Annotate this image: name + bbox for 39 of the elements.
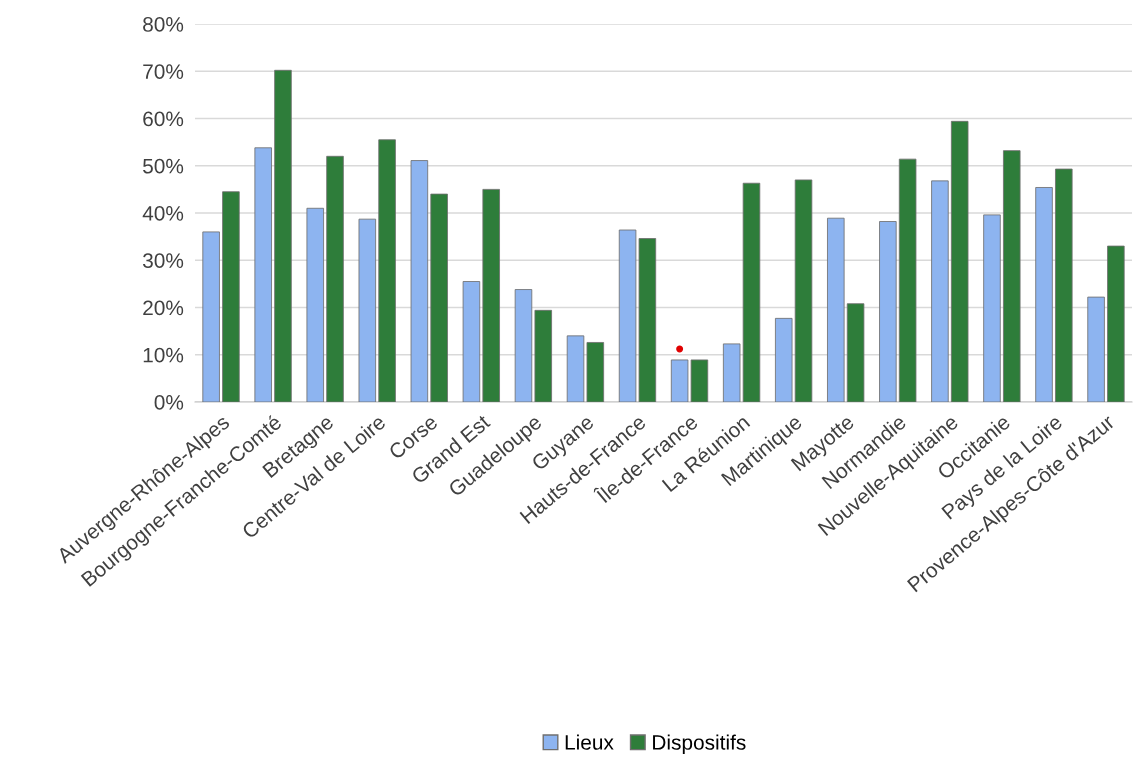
bar [462,281,481,402]
bar [794,179,813,402]
bar [1035,187,1053,402]
y-tick-label: 30% [142,253,184,268]
bar [879,221,897,402]
bar [410,160,429,402]
bar [306,207,324,402]
bar [482,188,500,402]
legend-label: Dispositifs [653,734,746,754]
y-tick-label: 40% [142,206,184,221]
y-tick-label: 80% [143,17,184,32]
bar [983,214,1001,402]
bar [222,191,240,402]
bar [931,180,949,402]
bar [202,231,220,402]
bar [534,309,552,402]
bar [827,217,845,402]
y-tick-label: 20% [143,300,184,316]
bar [1087,296,1105,402]
y-tick-label: 0% [154,395,184,410]
bar [950,120,969,402]
bar [898,158,917,402]
legend-label: Lieux [565,734,614,750]
bar [254,147,272,402]
bar [430,193,448,402]
bar [775,317,793,402]
bar [846,303,865,402]
bar [1055,168,1073,402]
y-tick-label: 10% [143,347,184,363]
bar [1107,245,1125,402]
y-tick-label: 70% [143,64,184,79]
bar [326,155,344,402]
y-tick-label: 60% [143,111,184,127]
bar [358,218,377,402]
bar [1003,150,1021,402]
bar [514,289,533,402]
bar [274,69,292,402]
bar [378,139,396,402]
y-tick-label: 50% [143,158,184,174]
